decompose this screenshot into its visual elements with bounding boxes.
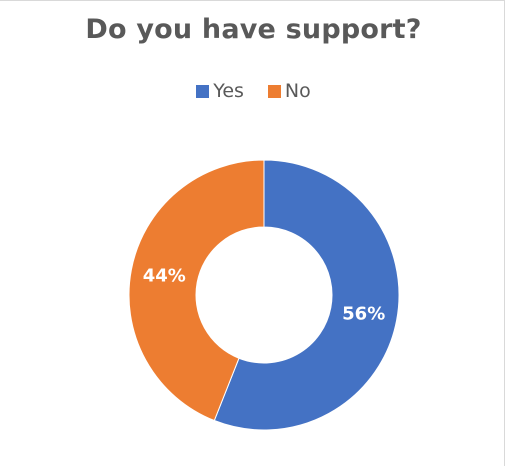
slice-label-yes: 56% (342, 304, 385, 325)
legend-item-no: No (267, 80, 311, 102)
legend-label-no: No (284, 80, 311, 102)
donut-slice-no (128, 159, 265, 422)
legend-swatch-no (267, 84, 281, 98)
legend-swatch-yes (196, 84, 210, 98)
legend-label-yes: Yes (213, 80, 244, 102)
chart-title: Do you have support? (85, 14, 422, 45)
legend-item-yes: Yes (196, 80, 244, 102)
slice-label-no: 44% (143, 265, 186, 286)
donut-slice-yes (213, 159, 400, 431)
chart-legend: Yes No (0, 80, 507, 102)
